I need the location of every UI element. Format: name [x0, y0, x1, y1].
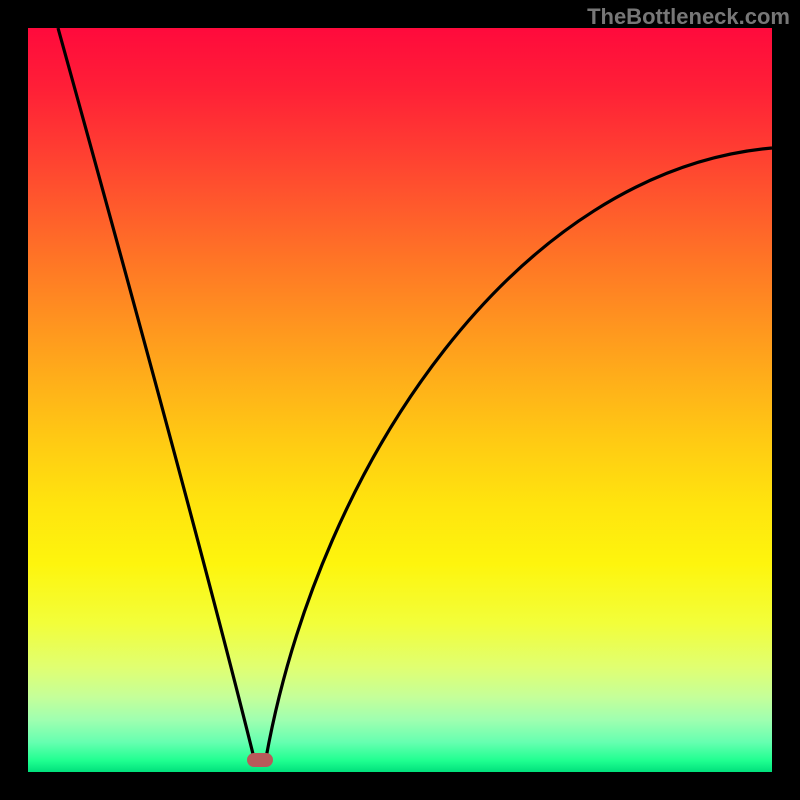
plot-background — [28, 28, 772, 772]
border-right — [772, 28, 800, 772]
border-left — [0, 28, 28, 772]
watermark-text: TheBottleneck.com — [587, 4, 790, 30]
chart-container: TheBottleneck.com — [0, 0, 800, 800]
optimum-marker — [247, 753, 273, 767]
border-bottom — [0, 772, 800, 800]
